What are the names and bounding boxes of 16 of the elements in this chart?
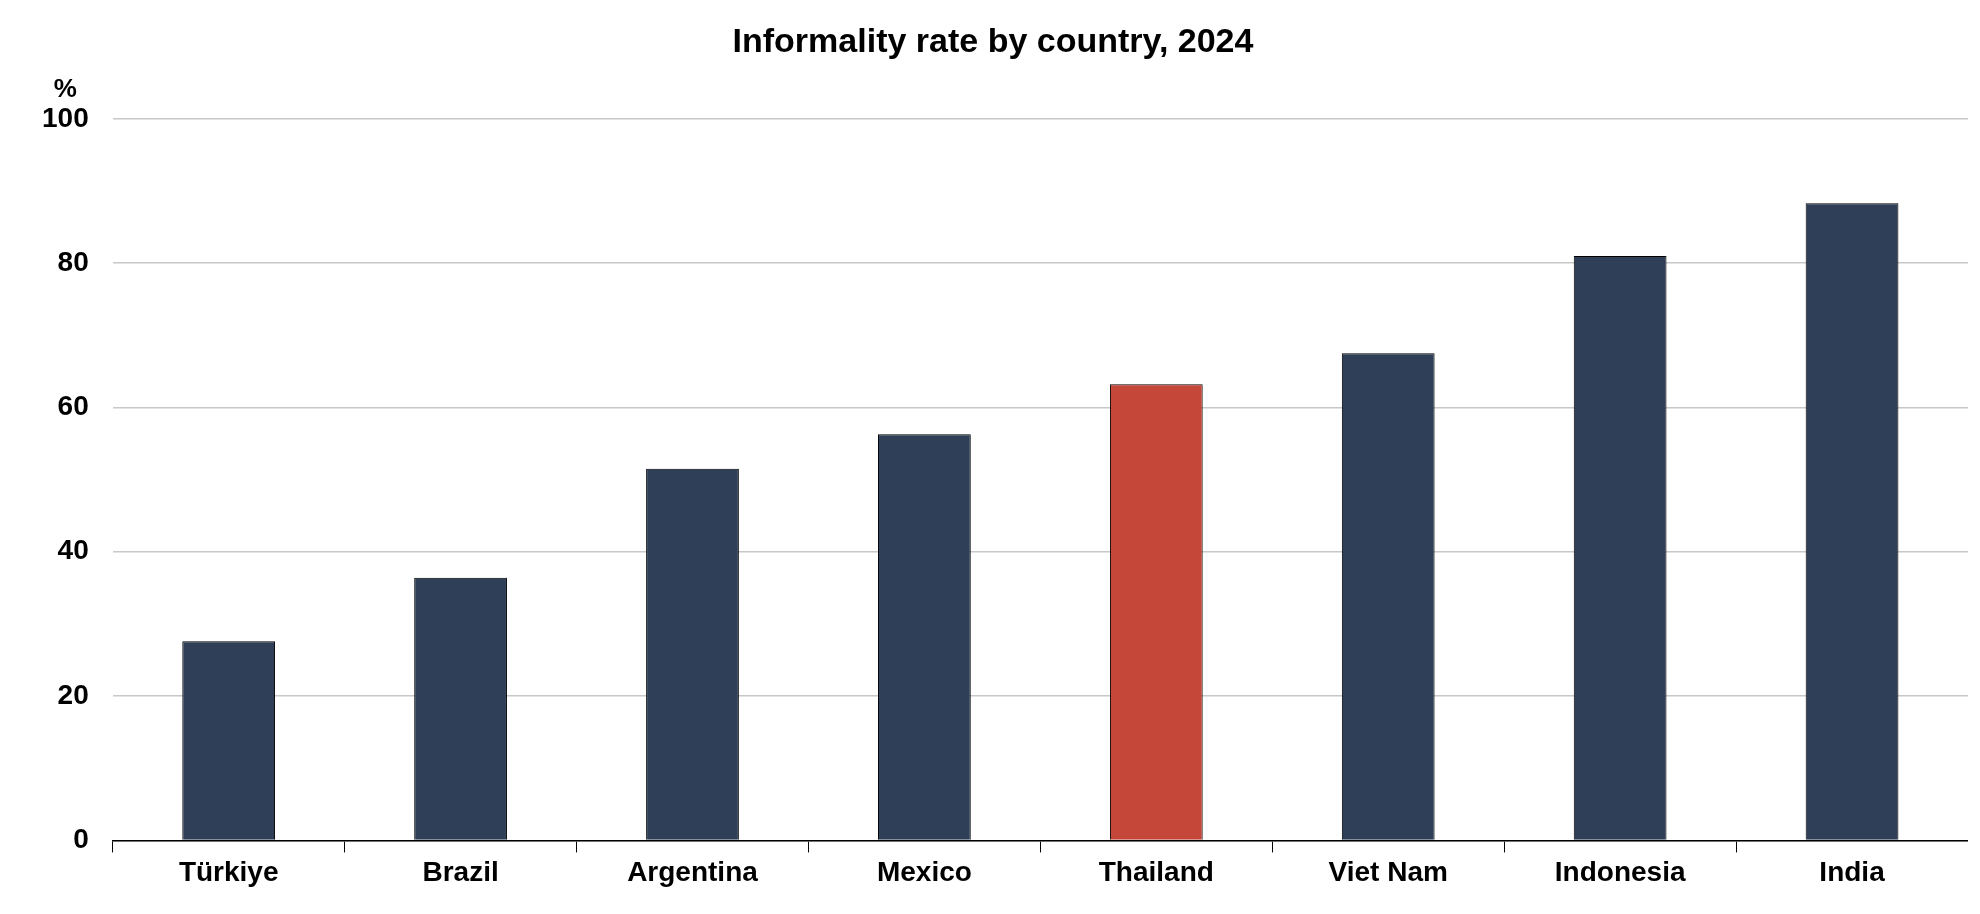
x-tick-label: Thailand — [1098, 855, 1214, 887]
y-tick-label: 40 — [57, 534, 89, 566]
y-tick-label: 80 — [57, 245, 89, 277]
x-tick-label: India — [1819, 855, 1886, 887]
x-tick-label: Brazil — [422, 855, 499, 887]
x-tick-label: Viet Nam — [1328, 855, 1448, 887]
y-tick-label: 0 — [73, 823, 89, 855]
y-axis-title: % — [53, 72, 77, 103]
x-tick-label: Türkiye — [178, 855, 279, 887]
y-tick-label: 60 — [57, 390, 89, 422]
y-tick-label: 20 — [57, 678, 89, 710]
x-tick-label: Argentina — [627, 855, 759, 887]
x-tick-label: Indonesia — [1554, 855, 1686, 887]
x-tick-label: Mexico — [876, 855, 972, 887]
chart-title: Informality rate by country, 2024 — [732, 20, 1254, 59]
y-tick-label: 100 — [42, 101, 89, 133]
